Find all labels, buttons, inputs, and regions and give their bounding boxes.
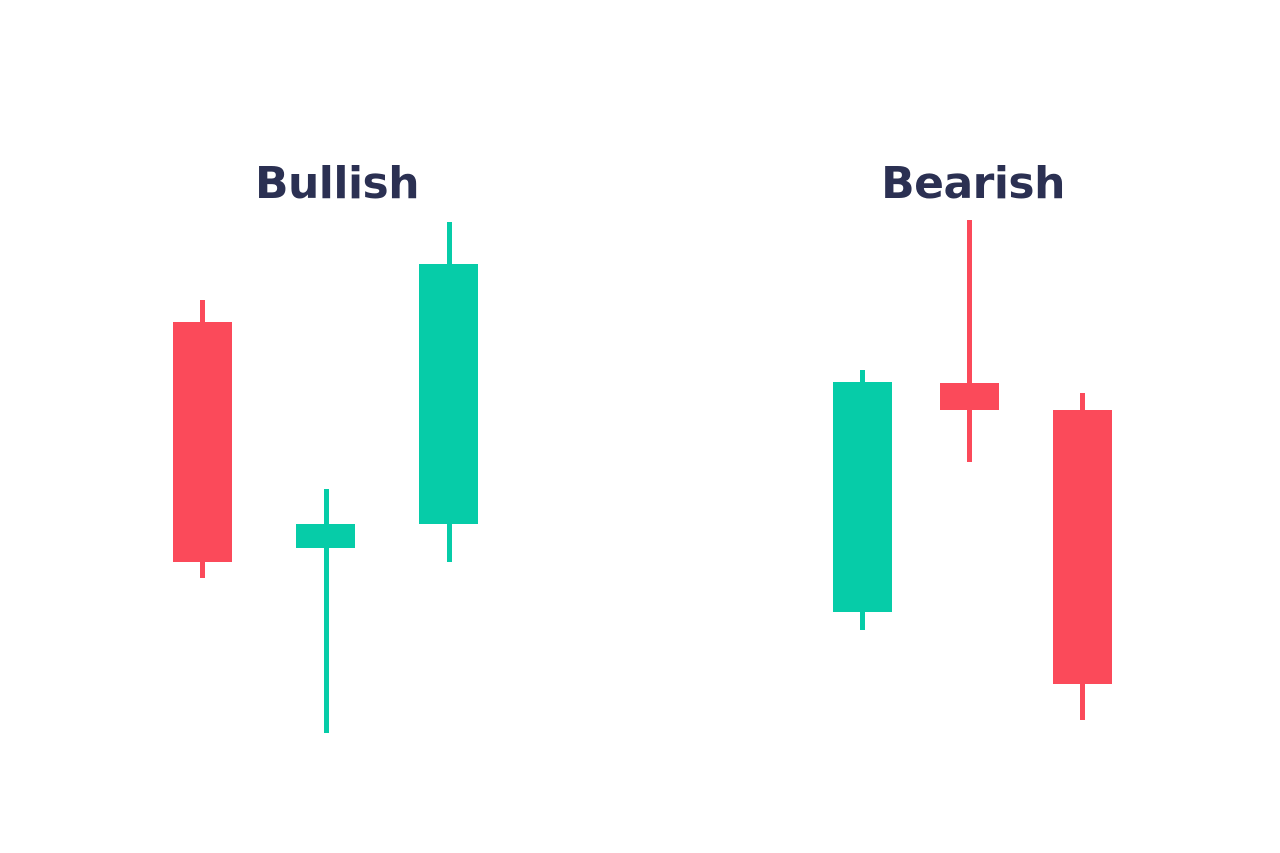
candle-body: [173, 322, 232, 562]
candle-wick: [966, 220, 972, 462]
candle-body: [1053, 410, 1112, 684]
candle-body: [296, 524, 355, 548]
candle-body: [419, 264, 478, 524]
group-title-bearish: Bearish: [881, 158, 1065, 209]
candle-wick: [323, 489, 329, 733]
candle-body: [940, 383, 999, 410]
group-title-bullish: Bullish: [254, 158, 420, 209]
candle-body: [833, 382, 892, 612]
